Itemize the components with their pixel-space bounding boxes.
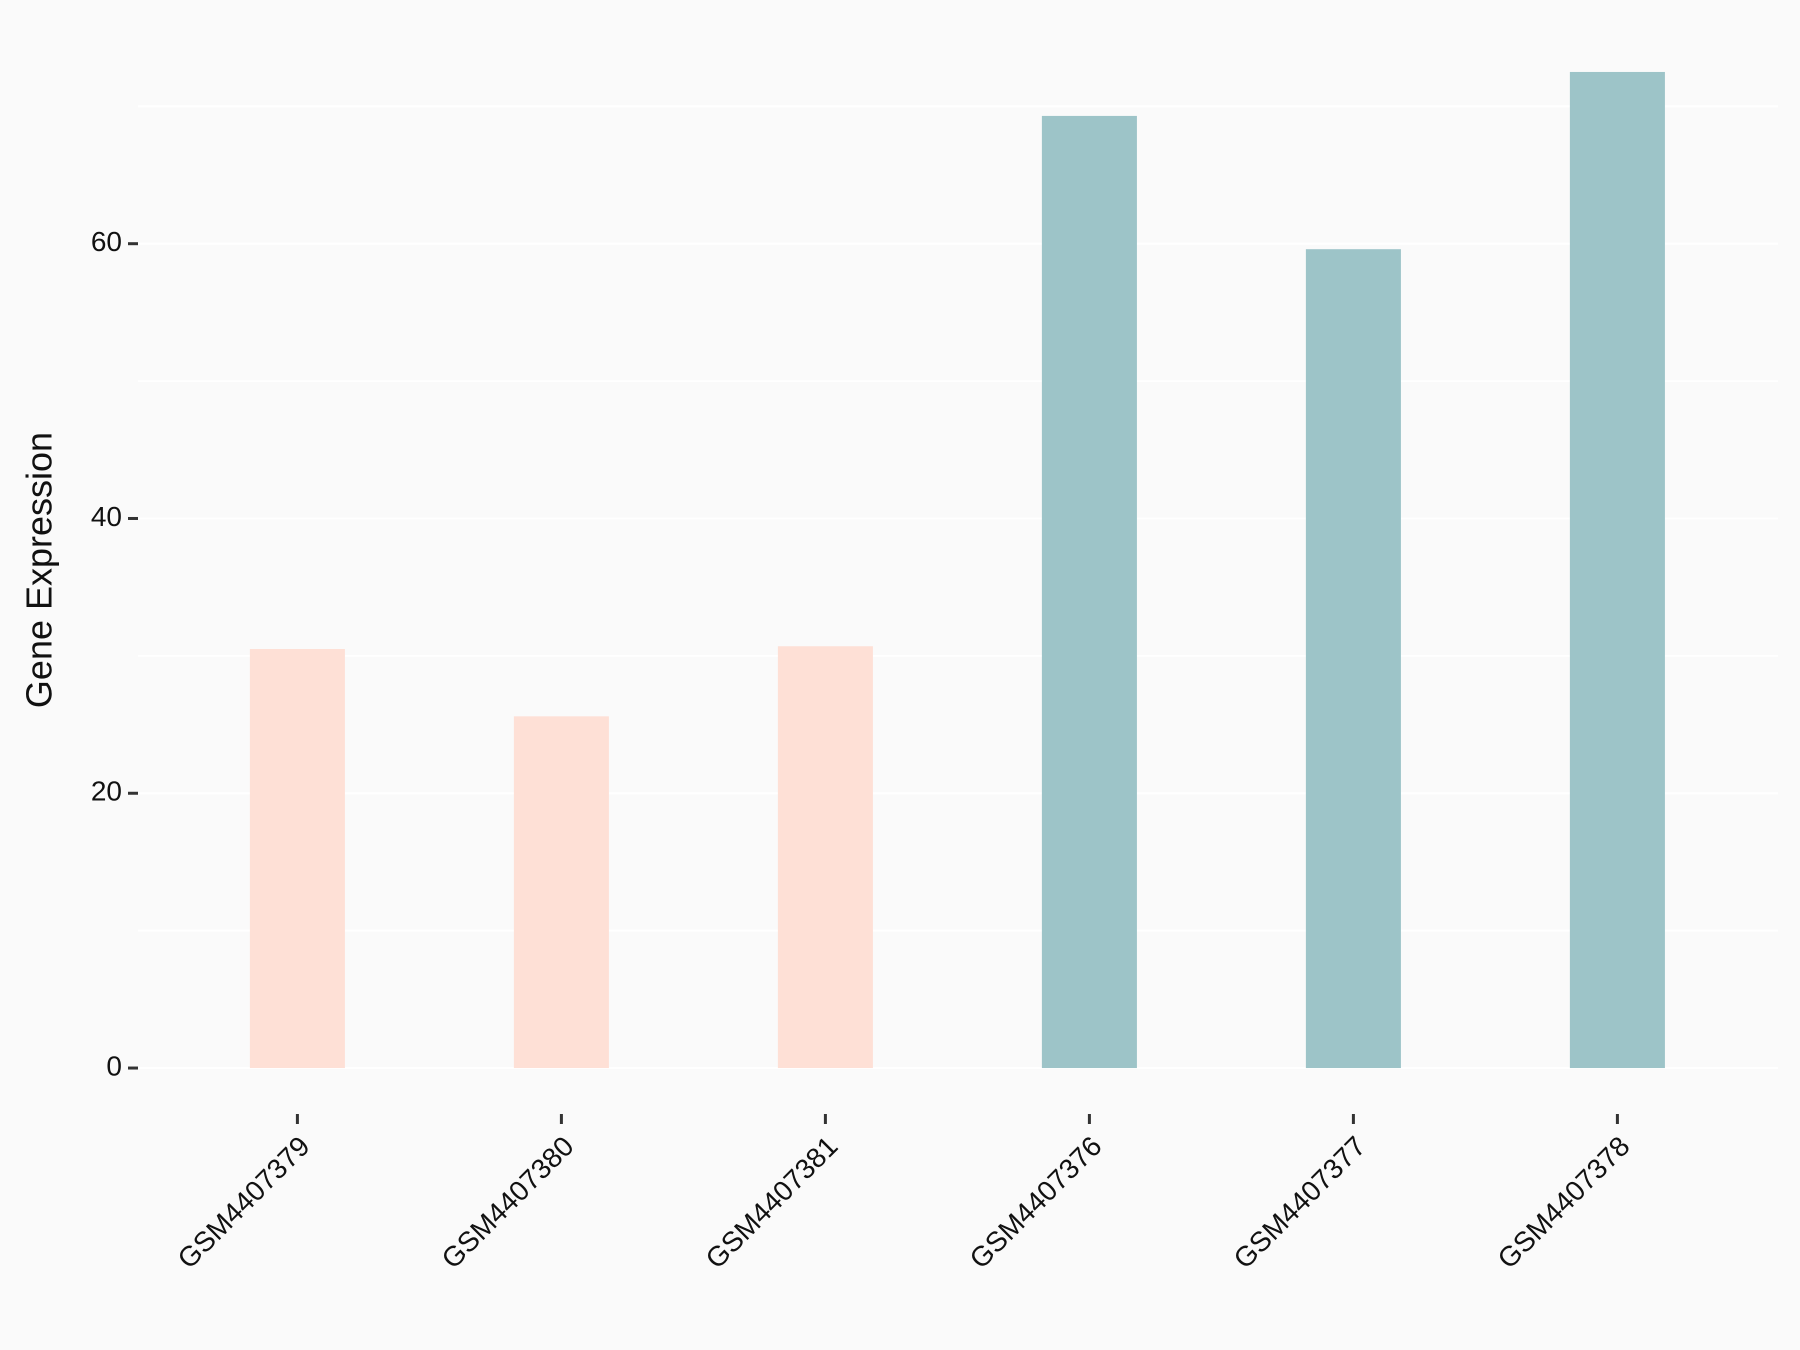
y-tick-label: 40 (91, 501, 122, 532)
bar (249, 648, 345, 1069)
y-tick-label: 20 (91, 776, 122, 807)
bar (777, 646, 873, 1069)
x-tick-label: GSM4407378 (1492, 1130, 1636, 1274)
x-tick-label: GSM4407379 (172, 1130, 316, 1274)
y-tick-label: 0 (106, 1050, 122, 1081)
x-tick-label: GSM4407377 (1228, 1130, 1372, 1274)
bar (1305, 249, 1401, 1069)
bar (1569, 71, 1665, 1069)
y-tick-label: 60 (91, 226, 122, 257)
bar (513, 716, 609, 1069)
x-tick-label: GSM4407376 (964, 1130, 1108, 1274)
bar (1041, 115, 1137, 1069)
x-tick-label: GSM4407381 (700, 1130, 844, 1274)
y-axis-label: Gene Expression (19, 432, 60, 708)
x-tick-label: GSM4407380 (436, 1130, 580, 1274)
